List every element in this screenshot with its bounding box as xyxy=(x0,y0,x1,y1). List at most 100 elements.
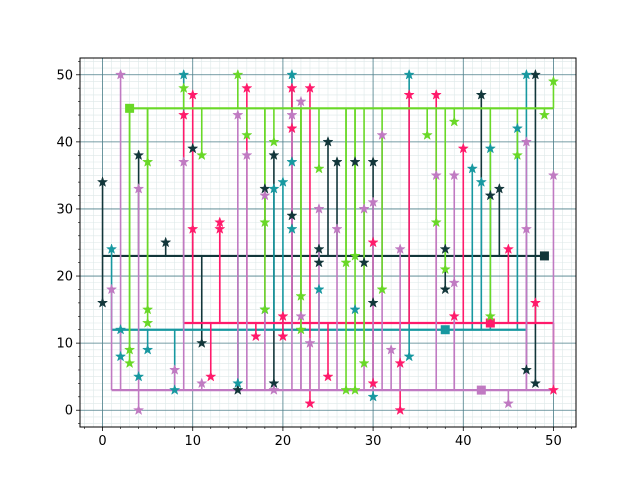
data-point-star xyxy=(340,256,352,268)
data-point-star xyxy=(502,397,515,409)
data-point-star xyxy=(141,343,154,355)
data-point-star xyxy=(358,202,370,214)
baseline-end-marker xyxy=(476,385,486,395)
data-point-star xyxy=(304,337,316,348)
series-1-markers xyxy=(105,68,533,402)
data-point-star xyxy=(268,149,280,161)
data-point-star xyxy=(123,357,136,369)
data-point-star xyxy=(123,343,136,355)
data-point-star xyxy=(403,350,415,362)
data-point-star xyxy=(114,323,127,335)
data-point-star xyxy=(187,223,199,234)
axis-ticks: 0 10 20 30 40 50 0 10 20 30 40 50 xyxy=(56,61,572,449)
data-point-star xyxy=(105,243,118,255)
data-point-star xyxy=(358,357,370,369)
data-point-star xyxy=(132,149,145,161)
data-point-star xyxy=(322,135,334,147)
data-point-star xyxy=(457,142,469,154)
data-point-star xyxy=(105,283,118,295)
data-point-star xyxy=(331,156,343,167)
data-point-star xyxy=(196,377,208,389)
data-point-star xyxy=(367,377,379,389)
data-point-star xyxy=(484,189,496,201)
data-point-star xyxy=(286,82,298,94)
data-point-star xyxy=(268,384,280,395)
data-point-star xyxy=(421,129,433,140)
data-point-star xyxy=(493,182,506,194)
x-tick-label: 0 xyxy=(98,434,106,449)
y-tick-label: 30 xyxy=(56,202,73,217)
data-point-star xyxy=(169,384,181,395)
data-point-star xyxy=(132,370,145,382)
data-point-star xyxy=(430,169,442,181)
y-tick-label: 40 xyxy=(56,135,73,150)
series-2-markers xyxy=(178,82,560,416)
data-point-star xyxy=(358,256,370,268)
data-point-star xyxy=(141,156,154,167)
data-point-star xyxy=(313,256,325,268)
data-point-star xyxy=(367,156,379,167)
data-point-star xyxy=(502,243,515,255)
y-tick-label: 10 xyxy=(56,337,73,352)
data-point-star xyxy=(439,263,451,275)
data-point-star xyxy=(286,223,298,234)
baseline-end-marker xyxy=(125,103,135,113)
x-tick-label: 30 xyxy=(365,434,382,449)
data-point-star xyxy=(232,384,244,395)
data-point-star xyxy=(259,189,271,201)
data-point-star xyxy=(448,115,460,127)
baseline-end-marker xyxy=(539,251,549,261)
y-tick-label: 0 xyxy=(65,404,73,419)
data-point-star xyxy=(277,310,289,322)
data-point-star xyxy=(268,135,280,147)
data-point-star xyxy=(178,82,190,94)
data-point-star xyxy=(349,156,361,167)
data-point-star xyxy=(511,122,524,134)
data-point-star xyxy=(466,162,478,174)
data-point-star xyxy=(520,223,533,234)
data-point-star xyxy=(304,82,316,94)
data-point-star xyxy=(376,283,388,295)
data-point-star xyxy=(96,176,109,187)
data-point-star xyxy=(160,236,172,248)
data-point-star xyxy=(367,236,379,248)
data-point-star xyxy=(367,296,379,308)
data-point-star xyxy=(132,182,145,194)
data-point-star xyxy=(205,370,217,382)
data-point-star xyxy=(286,68,298,80)
data-point-star xyxy=(349,249,361,261)
y-tick-label: 20 xyxy=(56,270,73,285)
x-tick-label: 20 xyxy=(275,434,292,449)
data-point-star xyxy=(132,404,145,416)
plot-content xyxy=(96,68,560,416)
data-point-star xyxy=(259,303,271,315)
data-point-star xyxy=(349,303,361,315)
data-point-star xyxy=(520,364,533,375)
data-point-star xyxy=(268,182,280,194)
data-point-star xyxy=(114,68,127,80)
data-point-star xyxy=(304,397,316,409)
data-point-star xyxy=(322,370,334,382)
data-point-star xyxy=(394,404,406,416)
data-point-star xyxy=(295,323,307,335)
data-point-star xyxy=(232,109,244,120)
data-point-star xyxy=(250,330,262,342)
data-point-star xyxy=(241,129,253,140)
x-tick-label: 50 xyxy=(545,434,562,449)
data-point-star xyxy=(538,109,551,120)
data-point-star xyxy=(511,149,524,161)
data-point-star xyxy=(178,109,190,120)
data-point-star xyxy=(547,75,560,87)
data-point-star xyxy=(367,196,379,208)
series-4-markers xyxy=(123,68,560,395)
data-point-star xyxy=(529,296,542,308)
data-point-star xyxy=(529,377,542,389)
data-point-star xyxy=(178,68,190,80)
series-3-markers xyxy=(105,68,560,416)
data-point-star xyxy=(484,142,496,154)
data-point-star xyxy=(547,169,560,181)
data-point-star xyxy=(196,149,208,161)
